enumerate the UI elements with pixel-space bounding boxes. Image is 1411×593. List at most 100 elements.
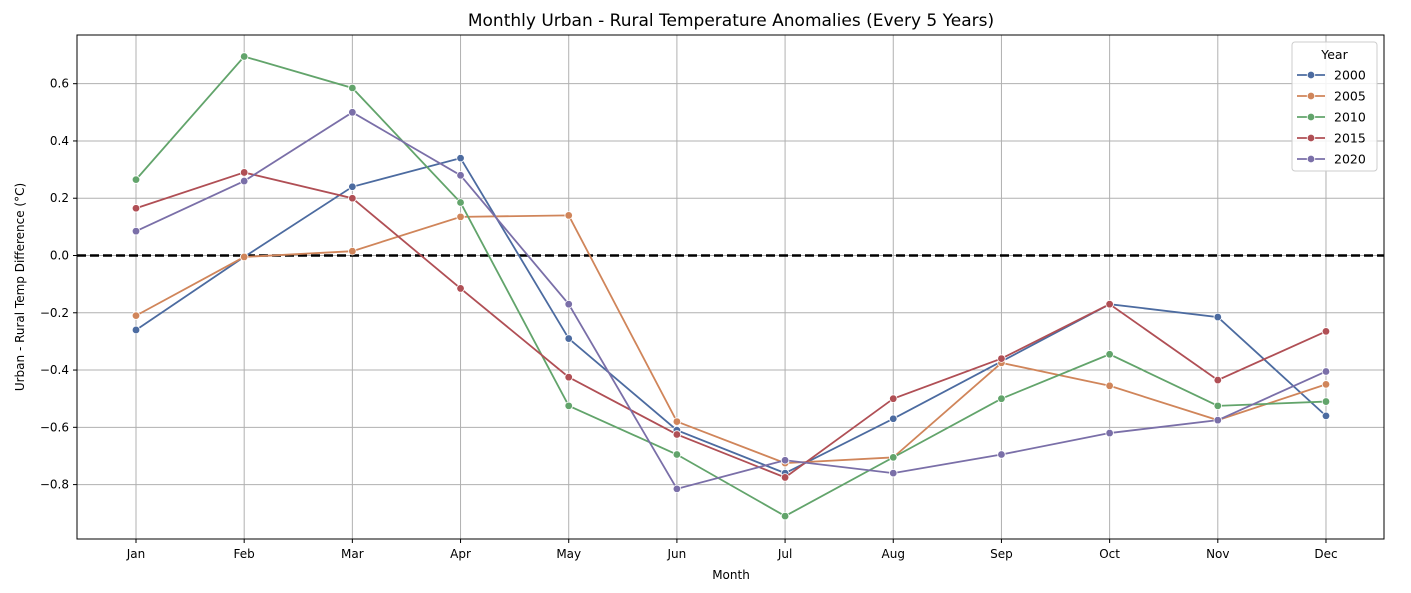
- data-point-2015-Mar: [348, 194, 357, 203]
- data-point-2005-Jan: [131, 311, 141, 320]
- data-point-2010-Feb: [239, 52, 249, 61]
- data-point-2005-Mar: [348, 247, 357, 256]
- x-tick-label: May: [556, 547, 581, 561]
- y-tick-label: −0.8: [40, 478, 69, 492]
- data-point-2010-Jan: [131, 175, 141, 184]
- x-tick-label: Oct: [1099, 547, 1120, 561]
- data-point-2015-Oct: [1105, 299, 1114, 309]
- x-axis-ticks: Jan Feb Mar Apr May Jun Jul Aug Sep Oct Nov Dec: [126, 539, 1338, 561]
- y-tick-label: 0.4: [50, 134, 69, 148]
- data-point-2015-Dec: [1321, 327, 1331, 336]
- legend-marker-swatch: [1306, 154, 1316, 164]
- data-point-2020-Nov: [1213, 415, 1222, 425]
- x-tick-label: Feb: [234, 547, 255, 561]
- series-group: [131, 52, 1331, 521]
- y-tick-label: −0.6: [40, 420, 69, 434]
- series-line-2020: [135, 111, 1327, 490]
- data-point-2010-Jun: [672, 450, 682, 459]
- data-point-2015-Jun: [672, 430, 682, 439]
- series-line-2005: [135, 214, 1327, 465]
- x-tick-label: Aug: [882, 547, 905, 561]
- legend-label: 2020: [1334, 152, 1366, 167]
- data-point-2015-Aug: [889, 394, 898, 403]
- data-point-2010-May: [564, 401, 573, 411]
- series-line-2000: [135, 157, 1327, 475]
- data-point-2005-Apr: [456, 212, 465, 222]
- data-point-2010-Aug: [889, 453, 898, 462]
- x-tick-label: Jul: [777, 547, 792, 561]
- data-point-2000-Jan: [131, 325, 141, 335]
- legend-item-2020[interactable]: 2020: [1297, 152, 1366, 167]
- data-point-2000-Mar: [348, 182, 357, 191]
- y-tick-label: −0.4: [40, 363, 69, 377]
- data-point-2020-Jun: [672, 484, 682, 494]
- chart-title: Monthly Urban - Rural Temperature Anomal…: [468, 11, 994, 31]
- series-line-2015: [135, 171, 1327, 479]
- y-tick-label: 0.2: [50, 191, 69, 205]
- grid: [77, 35, 1384, 539]
- legend-label: 2010: [1334, 110, 1366, 125]
- data-point-2015-Apr: [456, 284, 465, 293]
- legend[interactable]: Year 2000 2005 2010 2015 2020: [1291, 41, 1378, 172]
- legend-item-2015[interactable]: 2015: [1297, 131, 1366, 146]
- data-point-2000-Apr: [456, 153, 465, 163]
- data-point-2020-Apr: [456, 171, 465, 180]
- legend-item-2010[interactable]: 2010: [1297, 110, 1366, 125]
- y-axis-ticks: 0.6 0.4 0.2 0.0 −0.2 −0.4 −0.6 −0.8: [40, 77, 77, 492]
- legend-marker-swatch: [1306, 91, 1316, 101]
- data-point-2015-May: [564, 373, 573, 382]
- x-tick-label: Apr: [450, 547, 471, 561]
- data-point-2015-Jul: [780, 473, 790, 482]
- data-point-2010-Mar: [348, 83, 357, 93]
- data-point-2005-Dec: [1321, 380, 1331, 389]
- data-point-2020-Mar: [348, 108, 357, 117]
- series-2020: [131, 108, 1331, 494]
- y-tick-label: 0.6: [50, 77, 69, 91]
- legend-item-2000[interactable]: 2000: [1297, 68, 1366, 83]
- data-point-2020-May: [564, 299, 573, 309]
- legend-label: 2000: [1334, 68, 1366, 83]
- data-point-2020-Oct: [1105, 428, 1114, 438]
- series-line-2010: [135, 55, 1327, 518]
- data-point-2005-Jun: [672, 417, 682, 426]
- y-axis-label: Urban - Rural Temp Difference (°C): [13, 183, 27, 391]
- data-point-2010-Apr: [456, 198, 465, 207]
- data-point-2015-Jan: [131, 204, 141, 213]
- data-point-2000-Nov: [1213, 312, 1222, 322]
- y-tick-label: 0.0: [50, 249, 69, 263]
- data-point-2000-Dec: [1321, 411, 1331, 421]
- series-2010: [131, 52, 1331, 521]
- data-point-2005-Feb: [239, 252, 249, 262]
- x-tick-label: Jan: [126, 547, 146, 561]
- x-tick-label: Sep: [990, 547, 1013, 561]
- data-point-2005-May: [564, 211, 573, 220]
- data-point-2020-Aug: [889, 468, 898, 478]
- legend-item-2005[interactable]: 2005: [1297, 89, 1366, 104]
- x-tick-label: Nov: [1206, 547, 1229, 561]
- legend-marker-swatch: [1306, 70, 1316, 80]
- data-point-2015-Sep: [997, 354, 1006, 363]
- data-point-2010-Jul: [780, 511, 790, 521]
- data-point-2005-Oct: [1105, 381, 1114, 390]
- data-point-2010-Dec: [1321, 397, 1331, 406]
- x-tick-label: Dec: [1314, 547, 1337, 561]
- data-point-2015-Nov: [1213, 375, 1222, 385]
- data-point-2020-Feb: [239, 176, 249, 186]
- series-2015: [131, 168, 1331, 482]
- data-point-2015-Feb: [239, 168, 249, 177]
- legend-marker-swatch: [1306, 133, 1316, 143]
- data-point-2020-Jan: [131, 226, 141, 236]
- data-point-2010-Sep: [997, 394, 1006, 403]
- legend-label: 2005: [1334, 89, 1366, 104]
- x-tick-label: Mar: [341, 547, 364, 561]
- legend-marker-swatch: [1306, 112, 1316, 122]
- data-point-2010-Oct: [1105, 350, 1114, 359]
- data-point-2020-Dec: [1321, 367, 1331, 376]
- data-point-2000-Aug: [889, 414, 898, 423]
- data-point-2020-Sep: [997, 450, 1006, 459]
- x-tick-label: Jun: [667, 547, 687, 561]
- legend-label: 2015: [1334, 131, 1366, 146]
- y-tick-label: −0.2: [40, 306, 69, 320]
